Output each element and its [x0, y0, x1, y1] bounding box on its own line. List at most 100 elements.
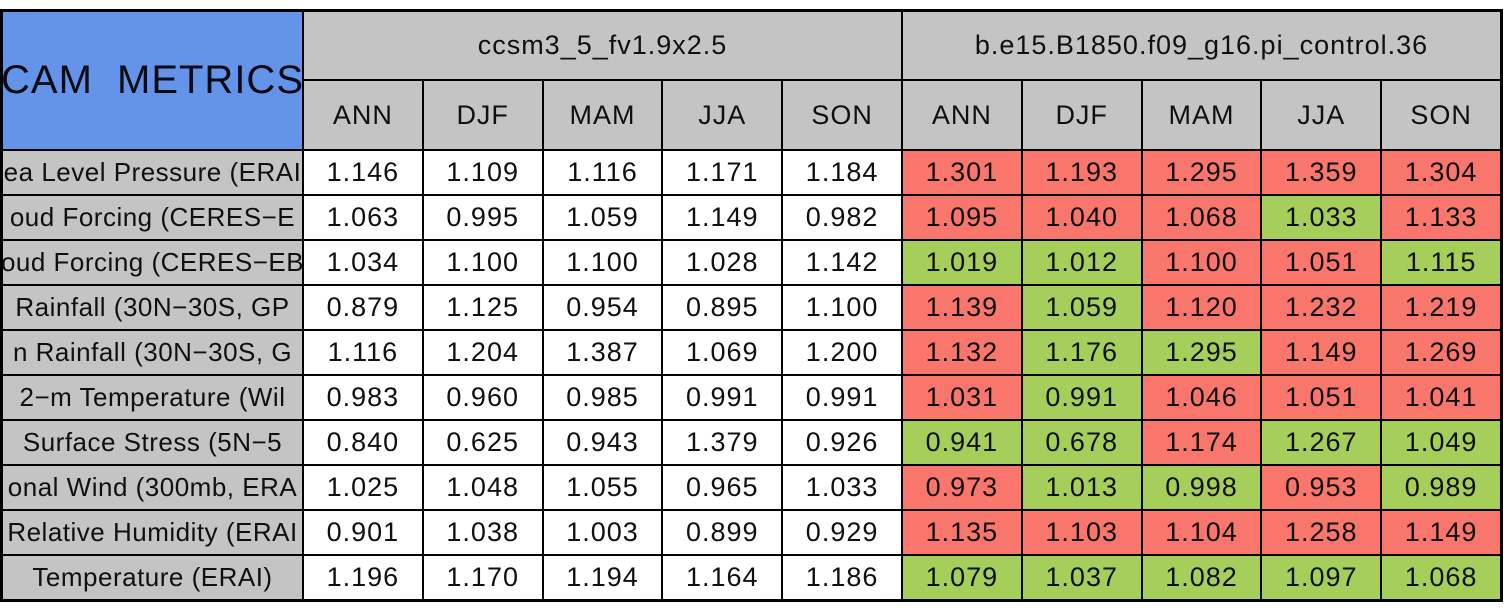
value-cell-model1: 1.100 [543, 241, 662, 284]
value-cell-model1: 0.929 [783, 511, 901, 554]
value-cell-model1: 0.995 [423, 196, 542, 239]
value-cell-model1: 1.063 [304, 196, 422, 239]
value-cell-model2: 0.998 [1142, 466, 1261, 509]
value-cell-model2: 1.051 [1262, 376, 1381, 419]
value-cell-model1: 0.625 [423, 421, 542, 464]
value-cell-model2: 1.095 [903, 196, 1021, 239]
value-cell-model1: 1.003 [543, 511, 662, 554]
value-cell-model2: 1.103 [1022, 511, 1141, 554]
value-cell-model2: 1.097 [1262, 556, 1381, 599]
value-cell-model1: 0.899 [663, 511, 782, 554]
season-header-model2-ann: ANN [903, 81, 1021, 149]
value-cell-model1: 0.954 [543, 286, 662, 329]
table-title: CAM METRICS [3, 12, 302, 149]
value-cell-model2: 1.132 [903, 331, 1021, 374]
value-cell-model2: 1.051 [1262, 241, 1381, 284]
value-cell-model1: 1.048 [423, 466, 542, 509]
value-cell-model2: 1.135 [903, 511, 1021, 554]
value-cell-model1: 1.109 [423, 151, 542, 194]
value-cell-model1: 1.196 [304, 556, 422, 599]
value-cell-model2: 1.049 [1382, 421, 1500, 464]
value-cell-model1: 1.116 [543, 151, 662, 194]
value-cell-model1: 1.100 [423, 241, 542, 284]
value-cell-model2: 0.973 [903, 466, 1021, 509]
value-cell-model2: 1.359 [1262, 151, 1381, 194]
season-header-model1-ann: ANN [304, 81, 422, 149]
value-cell-model1: 0.901 [304, 511, 422, 554]
value-cell-model2: 1.258 [1262, 511, 1381, 554]
metric-label: Relative Humidity (ERAI [3, 511, 302, 554]
metric-label: onal Wind (300mb, ERA [3, 466, 302, 509]
value-cell-model1: 1.186 [783, 556, 901, 599]
value-cell-model2: 1.174 [1142, 421, 1261, 464]
value-cell-model1: 1.034 [304, 241, 422, 284]
value-cell-model1: 1.387 [543, 331, 662, 374]
value-cell-model1: 0.879 [304, 286, 422, 329]
value-cell-model2: 1.120 [1142, 286, 1261, 329]
value-cell-model1: 1.170 [423, 556, 542, 599]
season-header-model2-djf: DJF [1022, 81, 1141, 149]
value-cell-model2: 1.046 [1142, 376, 1261, 419]
value-cell-model1: 1.200 [783, 331, 901, 374]
season-header-model1-jja: JJA [663, 81, 782, 149]
value-cell-model2: 1.059 [1022, 286, 1141, 329]
value-cell-model2: 0.953 [1262, 466, 1381, 509]
season-header-model1-djf: DJF [423, 81, 542, 149]
value-cell-model1: 0.985 [543, 376, 662, 419]
value-cell-model2: 1.149 [1382, 511, 1500, 554]
value-cell-model2: 1.040 [1022, 196, 1141, 239]
value-cell-model2: 1.139 [903, 286, 1021, 329]
value-cell-model2: 1.115 [1382, 241, 1500, 284]
value-cell-model2: 1.301 [903, 151, 1021, 194]
value-cell-model1: 1.171 [663, 151, 782, 194]
value-cell-model2: 1.013 [1022, 466, 1141, 509]
metric-label: Rainfall (30N−30S, GP [3, 286, 302, 329]
value-cell-model2: 0.989 [1382, 466, 1500, 509]
value-cell-model1: 1.204 [423, 331, 542, 374]
season-header-model1-mam: MAM [543, 81, 662, 149]
value-cell-model1: 1.194 [543, 556, 662, 599]
value-cell-model2: 1.269 [1382, 331, 1500, 374]
value-cell-model2: 1.304 [1382, 151, 1500, 194]
value-cell-model1: 1.033 [783, 466, 901, 509]
value-cell-model1: 0.840 [304, 421, 422, 464]
metric-label: Surface Stress (5N−5 [3, 421, 302, 464]
value-cell-model2: 1.033 [1262, 196, 1381, 239]
value-cell-model1: 1.038 [423, 511, 542, 554]
value-cell-model1: 0.982 [783, 196, 901, 239]
model-2-name-header: b.e15.B1850.f09_g16.pi_control.36 [903, 12, 1500, 79]
value-cell-model2: 1.037 [1022, 556, 1141, 599]
value-cell-model2: 1.232 [1262, 286, 1381, 329]
value-cell-model1: 1.149 [663, 196, 782, 239]
value-cell-model2: 1.267 [1262, 421, 1381, 464]
value-cell-model1: 1.142 [783, 241, 901, 284]
metric-label: oud Forcing (CERES−EB [3, 241, 302, 284]
value-cell-model1: 0.965 [663, 466, 782, 509]
value-cell-model2: 1.149 [1262, 331, 1381, 374]
value-cell-model2: 1.031 [903, 376, 1021, 419]
value-cell-model1: 0.895 [663, 286, 782, 329]
cam-metrics-table: CAM METRICS ccsm3_5_fv1.9x2.5 b.e15.B185… [0, 9, 1503, 602]
value-cell-model2: 1.082 [1142, 556, 1261, 599]
value-cell-model2: 1.133 [1382, 196, 1500, 239]
value-cell-model1: 1.184 [783, 151, 901, 194]
value-cell-model1: 1.146 [304, 151, 422, 194]
value-cell-model2: 1.295 [1142, 331, 1261, 374]
value-cell-model1: 1.025 [304, 466, 422, 509]
season-header-model2-jja: JJA [1262, 81, 1381, 149]
value-cell-model1: 1.055 [543, 466, 662, 509]
value-cell-model2: 1.068 [1142, 196, 1261, 239]
season-header-model1-son: SON [783, 81, 901, 149]
value-cell-model1: 0.983 [304, 376, 422, 419]
value-cell-model2: 1.176 [1022, 331, 1141, 374]
value-cell-model1: 1.028 [663, 241, 782, 284]
value-cell-model2: 1.193 [1022, 151, 1141, 194]
value-cell-model2: 1.295 [1142, 151, 1261, 194]
metric-label: 2−m Temperature (Wil [3, 376, 302, 419]
metric-label: n Rainfall (30N−30S, G [3, 331, 302, 374]
model-1-name-header: ccsm3_5_fv1.9x2.5 [304, 12, 901, 79]
season-header-model2-mam: MAM [1142, 81, 1261, 149]
metric-label: oud Forcing (CERES−E [3, 196, 302, 239]
value-cell-model1: 1.379 [663, 421, 782, 464]
metric-label: ea Level Pressure (ERAI [3, 151, 302, 194]
